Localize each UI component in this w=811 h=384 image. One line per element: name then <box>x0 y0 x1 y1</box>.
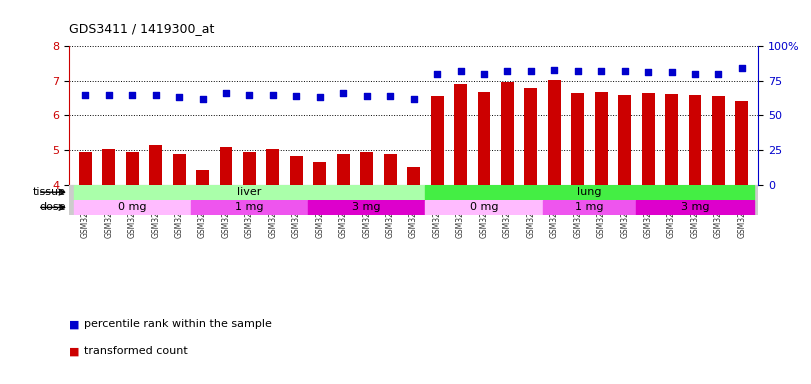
Point <box>290 93 303 99</box>
Point <box>712 71 725 77</box>
Text: 0 mg: 0 mg <box>470 202 498 212</box>
Point <box>431 71 444 77</box>
Bar <box>501 83 514 185</box>
Bar <box>665 94 678 185</box>
Bar <box>594 92 607 185</box>
Bar <box>571 93 584 185</box>
Text: transformed count: transformed count <box>84 346 187 356</box>
Point <box>407 96 420 102</box>
Bar <box>637 200 753 215</box>
Text: 3 mg: 3 mg <box>353 202 381 212</box>
Bar <box>425 200 543 215</box>
Bar <box>431 96 444 185</box>
Bar <box>313 162 326 185</box>
Bar <box>618 94 631 185</box>
Bar <box>642 93 654 185</box>
Point <box>220 90 233 96</box>
Bar <box>102 149 115 185</box>
Point <box>337 90 350 96</box>
Bar <box>478 92 491 185</box>
Bar <box>220 147 233 185</box>
Point <box>547 66 560 73</box>
Bar <box>407 167 420 185</box>
Point <box>525 68 538 74</box>
Bar <box>74 185 425 200</box>
Bar <box>543 200 637 215</box>
Bar <box>173 154 186 185</box>
Text: ■: ■ <box>69 346 79 356</box>
Point <box>478 71 491 77</box>
Point <box>267 91 280 98</box>
Bar <box>126 152 139 185</box>
Bar <box>290 156 303 185</box>
Text: 3 mg: 3 mg <box>680 202 710 212</box>
Point <box>102 91 115 98</box>
Point <box>594 68 607 74</box>
Bar <box>79 152 92 185</box>
Point <box>79 91 92 98</box>
Text: liver: liver <box>238 187 262 197</box>
Point <box>689 71 702 77</box>
Bar <box>149 146 162 185</box>
Text: 1 mg: 1 mg <box>235 202 264 212</box>
Text: 1 mg: 1 mg <box>575 202 603 212</box>
Bar <box>454 84 467 185</box>
Bar <box>736 101 749 185</box>
Bar <box>267 149 279 185</box>
Text: 0 mg: 0 mg <box>118 202 147 212</box>
Point <box>618 68 631 74</box>
Bar <box>360 152 373 185</box>
Bar <box>74 200 191 215</box>
Bar <box>548 80 560 185</box>
Point <box>454 68 467 74</box>
Bar <box>308 200 425 215</box>
Text: percentile rank within the sample: percentile rank within the sample <box>84 319 272 329</box>
Bar <box>384 154 397 185</box>
Text: dose: dose <box>39 202 66 212</box>
Point <box>501 68 514 74</box>
Bar <box>689 95 702 185</box>
Bar <box>196 170 209 185</box>
Point <box>665 70 678 76</box>
Point <box>173 94 186 100</box>
Point <box>384 93 397 99</box>
Bar <box>243 152 256 185</box>
Text: ■: ■ <box>69 319 79 329</box>
Point <box>642 70 654 76</box>
Bar <box>425 185 753 200</box>
Point <box>243 91 256 98</box>
Point <box>313 94 326 100</box>
Bar <box>191 200 308 215</box>
Bar <box>712 96 725 185</box>
Text: lung: lung <box>577 187 602 197</box>
Text: tissue: tissue <box>32 187 66 197</box>
Point <box>360 93 373 99</box>
Point <box>196 96 209 102</box>
Point <box>126 91 139 98</box>
Bar <box>525 88 538 185</box>
Bar <box>337 154 350 185</box>
Text: GDS3411 / 1419300_at: GDS3411 / 1419300_at <box>69 22 214 35</box>
Point <box>571 68 584 74</box>
Point <box>149 91 162 98</box>
Point <box>736 65 749 71</box>
